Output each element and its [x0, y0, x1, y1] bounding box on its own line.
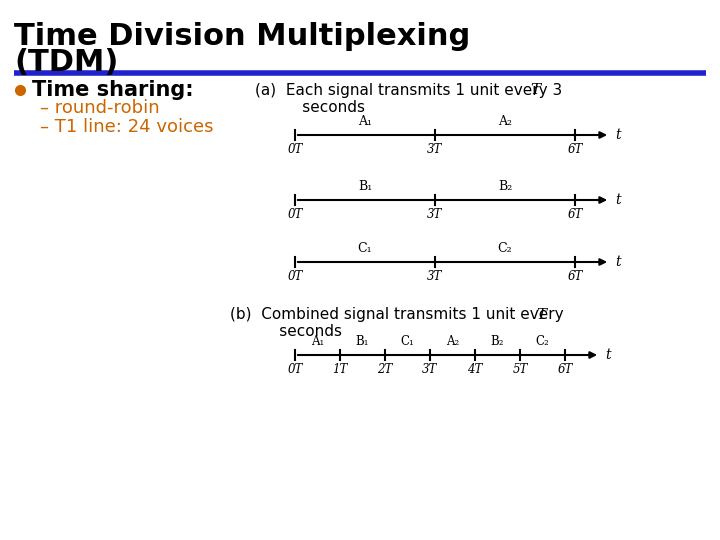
Text: 3T: 3T [427, 208, 443, 221]
Text: – round-robin: – round-robin [40, 99, 160, 117]
Text: 0T: 0T [287, 143, 302, 156]
Text: 6T: 6T [567, 143, 582, 156]
Text: 1T: 1T [333, 363, 348, 376]
Text: 4T: 4T [467, 363, 482, 376]
Text: 0T: 0T [287, 208, 302, 221]
Text: 5T: 5T [513, 363, 528, 376]
Text: 2T: 2T [377, 363, 392, 376]
Text: 6T: 6T [567, 270, 582, 283]
Text: 0T: 0T [287, 363, 302, 376]
Text: C₁: C₁ [358, 242, 372, 255]
Text: B₁: B₁ [358, 180, 372, 193]
Text: T: T [530, 83, 540, 97]
Text: t: t [605, 348, 611, 362]
Text: 3T: 3T [427, 143, 443, 156]
Text: 3T: 3T [423, 363, 438, 376]
Text: (a)  Each signal transmits 1 unit every 3: (a) Each signal transmits 1 unit every 3 [255, 83, 562, 98]
Text: C₂: C₂ [536, 335, 549, 348]
Text: T: T [532, 308, 547, 322]
Text: (b)  Combined signal transmits 1 unit every: (b) Combined signal transmits 1 unit eve… [230, 307, 564, 322]
Text: seconds: seconds [250, 325, 342, 340]
Text: A₁: A₁ [311, 335, 324, 348]
Text: B₁: B₁ [356, 335, 369, 348]
Text: t: t [615, 128, 621, 142]
Text: (TDM): (TDM) [14, 48, 118, 77]
Text: C₂: C₂ [498, 242, 513, 255]
Text: C₁: C₁ [400, 335, 415, 348]
Text: B₂: B₂ [498, 180, 512, 193]
Text: A₂: A₂ [498, 115, 512, 128]
Text: 6T: 6T [567, 208, 582, 221]
Text: B₂: B₂ [491, 335, 504, 348]
Text: 3T: 3T [427, 270, 443, 283]
Text: seconds: seconds [273, 99, 365, 114]
Text: t: t [615, 193, 621, 207]
Text: Time sharing:: Time sharing: [32, 80, 194, 100]
Text: A₂: A₂ [446, 335, 459, 348]
Text: t: t [615, 255, 621, 269]
Text: 6T: 6T [557, 363, 572, 376]
Text: 0T: 0T [287, 270, 302, 283]
Text: – T1 line: 24 voices: – T1 line: 24 voices [40, 118, 214, 136]
Text: Time Division Multiplexing: Time Division Multiplexing [14, 22, 470, 51]
Text: A₁: A₁ [358, 115, 372, 128]
